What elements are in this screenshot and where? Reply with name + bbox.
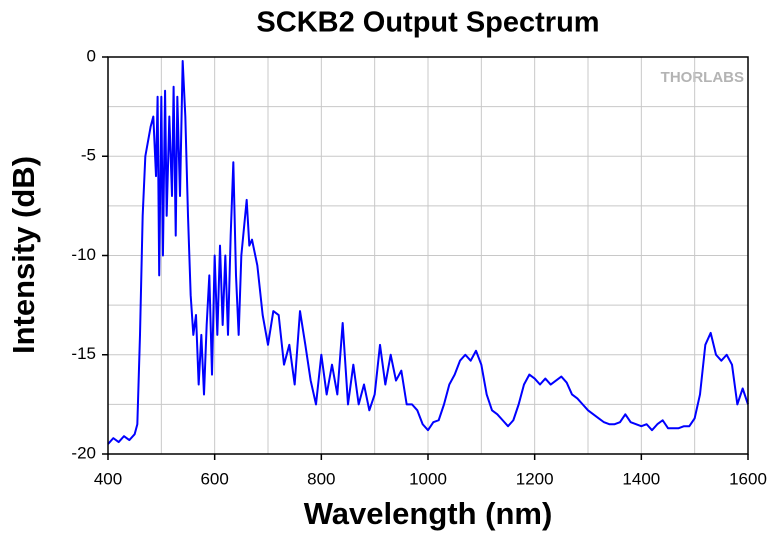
x-tick-label: 1200 (516, 469, 554, 488)
y-tick-label: -20 (71, 443, 96, 462)
y-tick-label: -15 (71, 344, 96, 363)
x-tick-label: 1600 (729, 469, 767, 488)
x-tick-label: 800 (307, 469, 335, 488)
x-tick-label: 600 (200, 469, 228, 488)
plot-frame (107, 56, 749, 455)
y-tick-label: 0 (87, 46, 96, 65)
y-tick-label: -10 (71, 245, 96, 264)
x-tick-label: 1400 (622, 469, 660, 488)
y-tick-label: -5 (81, 146, 96, 165)
spectrum-line (107, 59, 749, 445)
x-tick-label: 400 (94, 469, 122, 488)
x-axis-label: Wavelength (nm) (304, 496, 553, 531)
watermark: THORLABS (661, 69, 744, 86)
y-axis-label: Intensity (dB) (6, 156, 41, 354)
x-tick-label: 1000 (409, 469, 447, 488)
chart-title: SCKB2 Output Spectrum (256, 7, 599, 39)
